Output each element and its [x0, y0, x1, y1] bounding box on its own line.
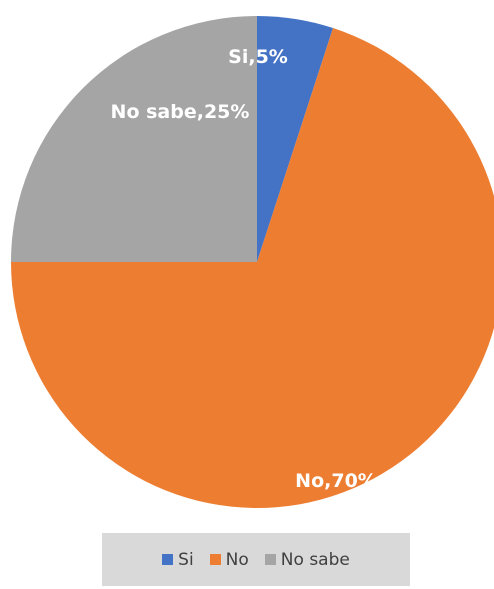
- pie-chart: Si,5% No,70% No sabe,25%: [11, 16, 494, 508]
- legend-item-si: Si: [162, 550, 194, 570]
- legend-item-no-sabe: No sabe: [264, 549, 350, 570]
- legend-swatch-si: [162, 554, 174, 565]
- data-label-si: Si,5%: [228, 46, 288, 68]
- legend-label-si: Si: [178, 549, 194, 570]
- legend-item-no: No: [209, 549, 249, 570]
- pie-slice-si: [257, 16, 334, 262]
- chart-legend: Si No No sabe: [102, 533, 410, 586]
- pie-data-labels: Si,5% No,70% No sabe,25%: [111, 46, 377, 492]
- data-label-no-sabe: No sabe,25%: [111, 101, 250, 123]
- legend-swatch-no-sabe: [264, 554, 276, 565]
- data-label-no: No,70%: [295, 470, 377, 492]
- legend-label-no-sabe: No sabe: [280, 549, 350, 570]
- pie-slice-no-sabe: [11, 16, 257, 262]
- pie-slices: [11, 16, 494, 508]
- pie-slice-no: [11, 28, 494, 508]
- legend-label-no: No: [225, 549, 249, 570]
- legend-swatch-no: [209, 554, 221, 565]
